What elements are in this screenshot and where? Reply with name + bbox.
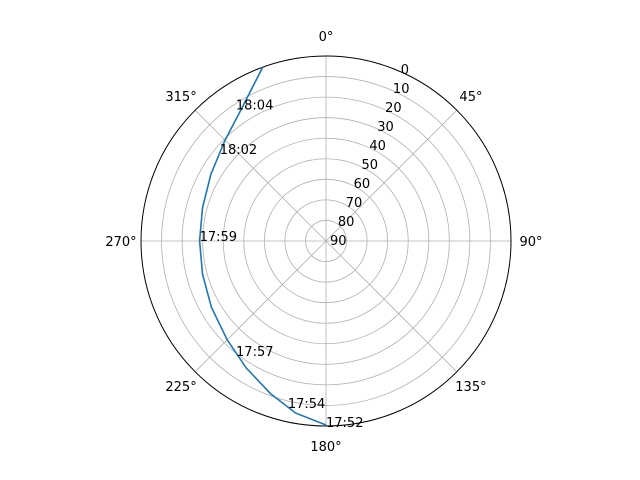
time-label: 17:59: [200, 230, 237, 245]
r-tick-label: 20: [385, 101, 402, 116]
r-tick-label: 10: [393, 82, 410, 97]
theta-tick-label: 225°: [165, 380, 196, 395]
time-label: 17:57: [236, 345, 273, 360]
grid-spoke-225: [194, 240, 327, 373]
r-tick-label: 50: [361, 158, 378, 173]
r-tick-label: 30: [377, 120, 394, 135]
series: [198, 66, 327, 426]
time-label: 18:04: [236, 98, 273, 113]
time-label: 18:02: [220, 143, 257, 158]
theta-tick-label: 270°: [105, 235, 136, 250]
r-tick-label: 90: [330, 234, 347, 249]
theta-tick-label: 90°: [519, 235, 542, 250]
grid-spoke-135: [325, 240, 458, 373]
radial-tick-labels: 0 10 20 30 40 50 60 70 80 90: [330, 63, 409, 249]
r-tick-label: 40: [369, 139, 386, 154]
time-label: 17:52: [326, 416, 363, 431]
r-tick-label: 60: [354, 177, 371, 192]
r-tick-label: 80: [338, 215, 355, 230]
r-tick-label: 0: [401, 63, 409, 78]
theta-tick-label: 180°: [310, 440, 341, 455]
theta-tick-label: 0°: [319, 30, 334, 45]
r-tick-label: 70: [346, 196, 363, 211]
theta-tick-label: 315°: [165, 90, 196, 105]
angular-tick-labels: 0° 45° 90° 135° 180° 225° 270° 315°: [105, 30, 542, 455]
theta-tick-label: 135°: [455, 380, 486, 395]
time-label: 17:54: [288, 397, 325, 412]
grid-spoke-45: [325, 109, 458, 242]
polar-frame: [140, 55, 512, 427]
theta-tick-label: 45°: [459, 90, 482, 105]
series-line-0: [198, 66, 327, 426]
grid: [140, 55, 512, 427]
grid-spoke-315: [194, 109, 327, 242]
